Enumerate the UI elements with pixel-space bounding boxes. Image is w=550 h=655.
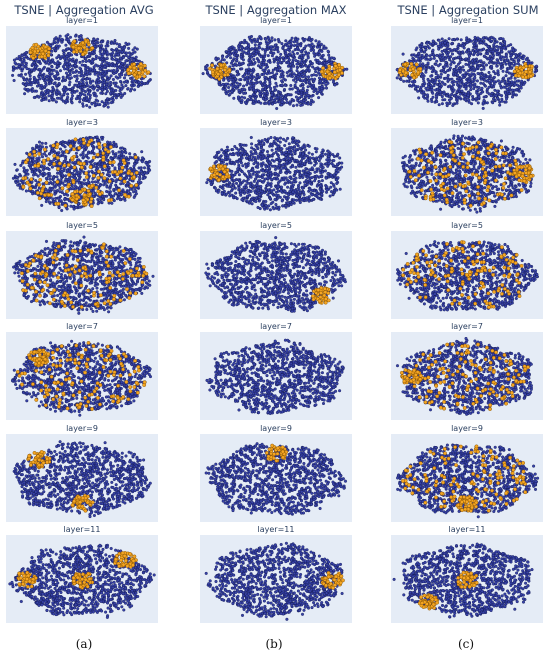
column-title-avg: TSNE | Aggregation AVG [4,2,164,18]
layer-label: layer=5 [6,221,158,231]
blue-points [205,135,344,212]
blue-points [204,442,348,516]
blue-points [205,338,345,416]
blue-points [204,236,347,313]
orange-points [401,444,528,513]
blue-points [10,339,153,417]
layer-label: layer=11 [6,525,158,535]
orange-points [417,570,479,611]
layer-label: layer=9 [6,424,158,434]
orange-points [311,286,331,305]
tsne-panel [391,231,543,319]
orange-points [399,342,530,411]
orange-points [401,240,524,310]
blue-points [204,541,344,621]
layer-label: layer=3 [391,118,543,128]
tsne-panel [391,535,543,623]
layer-label: layer=11 [200,525,352,535]
tsne-panel [391,128,543,216]
tsne-panel [6,332,158,420]
layer-label: layer=9 [200,424,352,434]
caption-c: (c) [446,636,486,652]
tsne-panel [391,332,543,420]
orange-points [20,242,149,309]
tsne-panel [200,26,352,114]
blue-points [8,543,156,619]
orange-points [15,340,147,411]
layer-label: layer=7 [6,322,158,332]
tsne-panel [6,231,158,319]
layer-label: layer=3 [6,118,158,128]
orange-points [28,38,151,80]
layer-label: layer=7 [200,322,352,332]
blue-points [392,542,534,619]
tsne-panel [391,26,543,114]
tsne-panel [200,128,352,216]
caption-b: (b) [254,636,294,652]
orange-points [16,551,138,590]
tsne-panel [200,332,352,420]
blue-points [400,134,533,214]
orange-points [265,443,289,463]
tsne-panel [6,434,158,522]
layer-label: layer=5 [200,221,352,231]
orange-points [407,139,535,208]
caption-a: (a) [64,636,104,652]
tsne-panel [6,535,158,623]
tsne-panel [391,434,543,522]
column-title-max: TSNE | Aggregation MAX [196,2,356,18]
orange-points [320,571,345,590]
tsne-panel [6,26,158,114]
layer-label: layer=1 [200,16,352,26]
tsne-panel [200,535,352,623]
tsne-panel [6,128,158,216]
orange-points [208,163,231,183]
layer-label: layer=1 [6,16,158,26]
layer-label: layer=7 [391,322,543,332]
layer-label: layer=5 [391,221,543,231]
blue-points [395,35,539,110]
layer-label: layer=3 [200,118,352,128]
layer-label: layer=11 [391,525,543,535]
orange-points [21,137,139,209]
layer-label: layer=1 [391,16,543,26]
tsne-panel [200,231,352,319]
orange-points [26,450,95,513]
column-title-sum: TSNE | Aggregation SUM [388,2,548,18]
layer-label: layer=9 [391,424,543,434]
orange-points [397,61,535,80]
tsne-panel [200,434,352,522]
orange-points [208,61,345,81]
